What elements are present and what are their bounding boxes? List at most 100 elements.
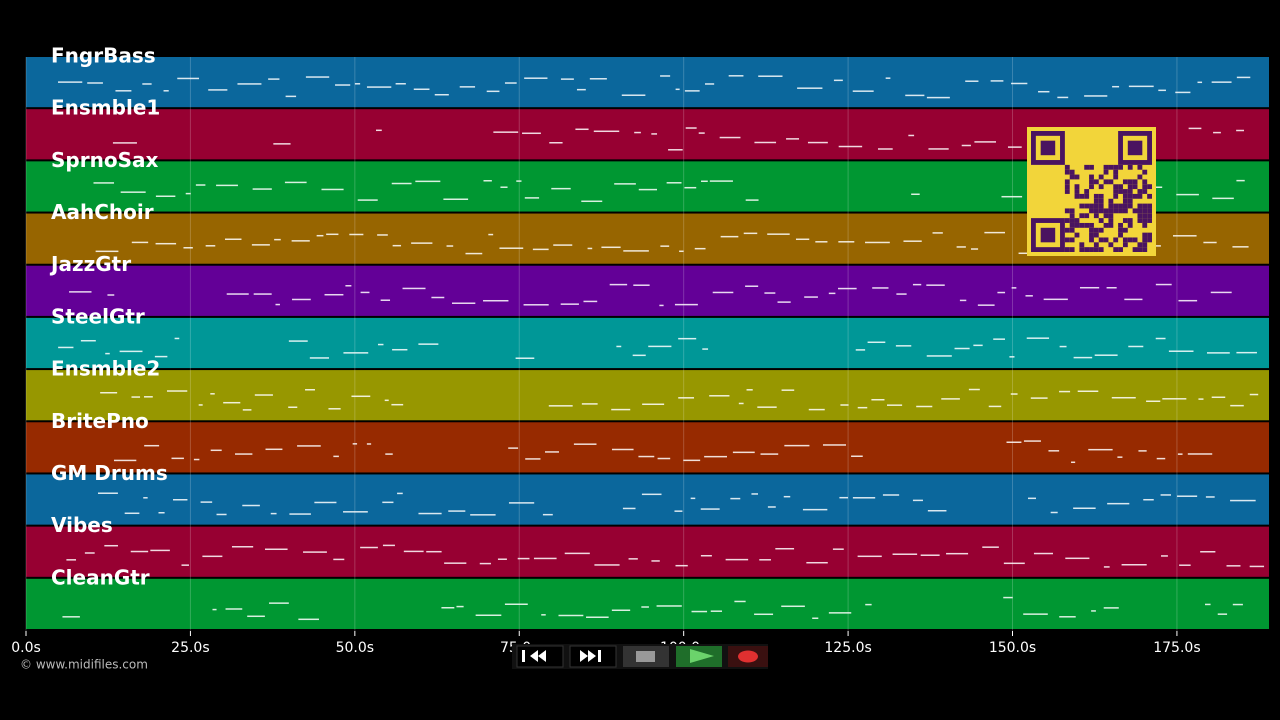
play-button[interactable] <box>676 646 722 667</box>
qr-module <box>1147 208 1152 214</box>
note <box>58 81 83 83</box>
qr-module <box>1098 247 1104 252</box>
note <box>1158 89 1166 92</box>
note <box>982 546 999 548</box>
note <box>1176 193 1199 196</box>
note <box>553 244 573 246</box>
rewind-button[interactable] <box>516 645 564 668</box>
track-band <box>26 57 1269 108</box>
qr-module <box>1122 227 1128 233</box>
note <box>926 284 945 286</box>
qr-module <box>1084 213 1090 219</box>
note <box>1205 603 1211 606</box>
note <box>326 233 339 236</box>
note <box>351 395 371 398</box>
qr-module <box>1064 218 1070 223</box>
note <box>144 444 160 447</box>
qr-module <box>1108 208 1114 214</box>
note <box>609 283 628 286</box>
note <box>852 497 876 499</box>
qr-module <box>1064 179 1070 185</box>
note <box>335 84 351 86</box>
qr-module <box>1079 193 1085 199</box>
stop-button[interactable] <box>623 646 669 667</box>
qr-module <box>1122 208 1128 214</box>
note <box>1217 613 1228 615</box>
note <box>231 546 254 548</box>
qr-module <box>1127 222 1133 228</box>
note <box>391 182 412 185</box>
note <box>807 141 828 144</box>
note <box>593 130 620 133</box>
note <box>840 404 849 406</box>
qr-module <box>1108 164 1114 170</box>
note <box>1205 496 1215 498</box>
note <box>611 609 631 612</box>
qr-module <box>1127 189 1133 194</box>
note <box>343 511 368 513</box>
note <box>926 96 950 99</box>
note <box>516 180 522 182</box>
note <box>1003 562 1025 565</box>
note <box>700 508 720 510</box>
note <box>377 234 388 236</box>
note <box>828 292 836 295</box>
qr-module <box>1108 222 1114 228</box>
note <box>297 445 321 447</box>
note <box>426 550 442 553</box>
qr-module <box>1147 237 1152 243</box>
track-name: Ensmble2 <box>51 357 160 381</box>
qr-module <box>1147 193 1152 199</box>
note <box>200 501 213 503</box>
record-button[interactable] <box>728 646 768 667</box>
note <box>385 453 393 455</box>
note <box>504 603 528 606</box>
qr-module <box>1069 218 1075 223</box>
track-band <box>26 474 1269 525</box>
note <box>641 493 662 496</box>
note <box>758 75 783 77</box>
note <box>265 448 283 451</box>
note <box>1179 564 1191 566</box>
qr-module <box>1132 247 1138 252</box>
qr-module <box>1127 179 1133 185</box>
qr-module <box>1093 193 1099 199</box>
note <box>908 134 915 137</box>
note <box>709 180 733 182</box>
note <box>684 90 700 92</box>
note <box>970 248 979 250</box>
note <box>93 182 115 184</box>
note <box>87 82 103 84</box>
note <box>1011 82 1028 85</box>
note <box>784 444 810 447</box>
note <box>1117 456 1123 458</box>
note <box>674 510 683 512</box>
qr-module <box>1069 208 1075 214</box>
note <box>113 459 137 462</box>
note <box>448 510 466 512</box>
note <box>621 94 646 96</box>
note <box>885 77 891 79</box>
qr-module <box>1084 189 1090 194</box>
note <box>1211 81 1232 83</box>
qr-module <box>1142 237 1148 243</box>
note <box>956 246 966 248</box>
qr-module <box>1127 237 1133 243</box>
qr-module <box>1089 237 1094 243</box>
qr-module <box>1103 169 1109 175</box>
note <box>459 86 476 88</box>
note <box>745 285 759 287</box>
qr-module <box>1127 203 1133 209</box>
note <box>751 493 758 495</box>
note <box>479 562 491 565</box>
note <box>690 497 696 500</box>
qr-module <box>1113 164 1119 170</box>
note <box>1128 85 1154 88</box>
qr-module <box>1103 179 1109 185</box>
note <box>333 558 345 561</box>
forward-button[interactable] <box>569 645 617 668</box>
note <box>754 141 777 144</box>
note <box>431 296 445 299</box>
note <box>226 293 249 295</box>
note <box>702 348 709 350</box>
